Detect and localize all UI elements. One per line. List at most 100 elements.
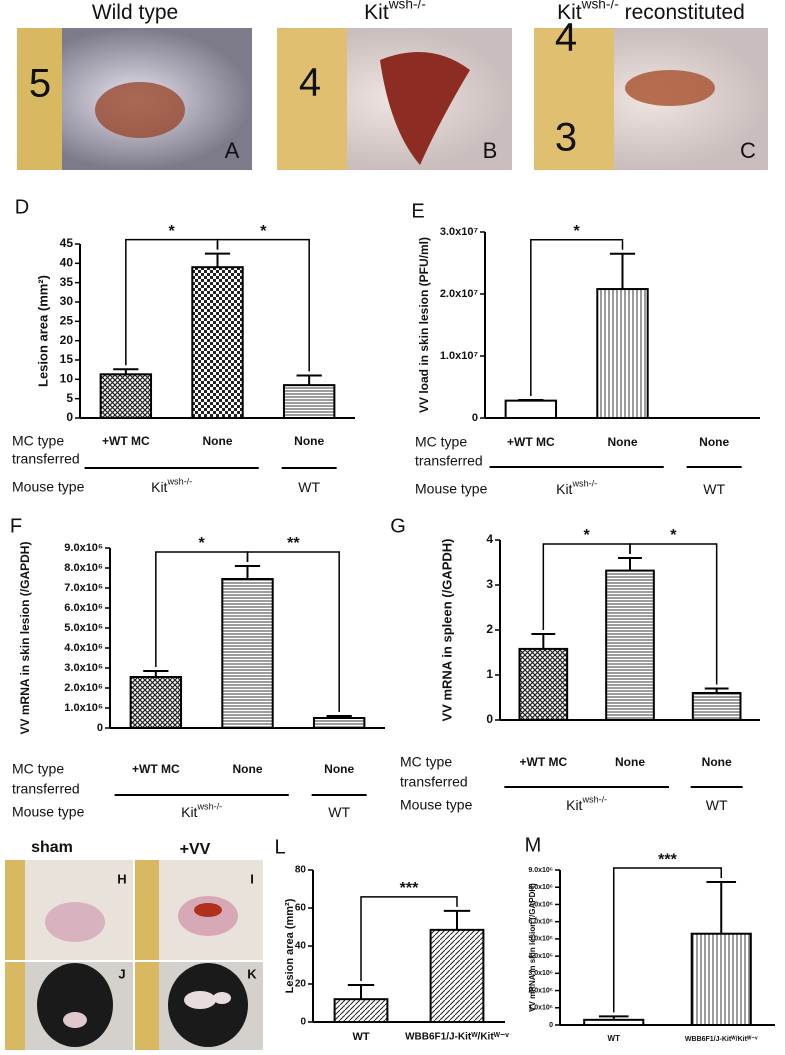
bar [504, 399, 558, 420]
group-label-base: WT [706, 797, 728, 813]
y-tick-label: 3.0x10⁶ [64, 662, 103, 674]
group-label: Kitwsh-/- [181, 802, 222, 820]
y-tick-label: 7.0x10⁶ [64, 582, 103, 594]
bar [129, 676, 183, 729]
y-tick-label: 60 [295, 903, 307, 914]
group-label: WT [703, 481, 725, 497]
group-label-base: Kit [556, 481, 572, 497]
significance-label: * [169, 223, 176, 240]
y-tick-label: 40 [295, 941, 307, 952]
y-tick-label: 3.0x10⁶ [528, 970, 553, 977]
y-tick-label: 0 [97, 722, 103, 734]
significance-bracket [246, 551, 340, 712]
y-tick-label: 0 [300, 1017, 306, 1028]
photo-title: Wild type [92, 1, 178, 24]
x-tick-label: None [615, 755, 645, 769]
row-label: MC type [12, 433, 64, 449]
y-tick-label: 6.0x10⁶ [64, 602, 103, 614]
photo-title: Kitwsh-/- reconstituted [557, 0, 745, 24]
y-tick-label: 1.0x10⁶ [528, 1005, 553, 1012]
y-tick-label: 0 [549, 1022, 553, 1029]
photo-k [135, 962, 263, 1050]
x-tick-label: None [233, 762, 263, 776]
panel-letter: H [117, 871, 126, 886]
photo-a [17, 28, 252, 170]
group-label-base: WT [328, 804, 350, 820]
group-label-base: Kit [151, 479, 167, 495]
group-label-base: WT [703, 481, 725, 497]
group-label: WT [706, 797, 728, 813]
x-tick-label: +WT MC [132, 762, 180, 776]
bar [99, 373, 153, 420]
photo-title-base: Kit [364, 1, 389, 24]
y-tick-label: 9.0x10⁶ [528, 867, 553, 874]
y-tick-label: 0 [66, 410, 73, 424]
x-tick-label: None [294, 434, 324, 448]
y-tick-label: 0 [486, 712, 493, 726]
bar [605, 569, 655, 721]
row-label: Mouse type [415, 481, 488, 497]
y-tick-label: 40 [60, 256, 74, 270]
x-tick-label: +WT MC [519, 755, 567, 769]
y-tick-label: 2.0x10⁶ [64, 682, 103, 694]
row-label: transferred [12, 451, 80, 467]
group-label: WT [298, 479, 320, 495]
bar [583, 1018, 645, 1026]
ruler-number: 4 [299, 61, 321, 105]
panel-letter: A [225, 138, 240, 163]
panel-letter: L [274, 836, 285, 858]
y-axis-label: VV mRNA in skin lesion (/GAPDH) [528, 883, 537, 1012]
significance-label: * [574, 223, 581, 240]
y-tick-label: 7.0x10⁶ [528, 901, 553, 908]
x-tick-label: WT [352, 1031, 369, 1043]
bar [221, 578, 274, 729]
x-tick-label: WT [608, 1034, 621, 1043]
y-tick-label: 5.0x10⁶ [64, 622, 103, 634]
bar [690, 932, 752, 1027]
significance-label: *** [400, 880, 419, 897]
y-tick-label: 10 [60, 372, 74, 386]
y-axis-label: VV mRNA in skin lesion (/GAPDH) [18, 542, 32, 735]
y-tick-label: 45 [60, 236, 74, 250]
significance-bracket [360, 896, 458, 981]
y-tick-label: 6.0x10⁶ [528, 919, 553, 926]
panel-letter: K [247, 966, 257, 981]
y-axis-label: Lesion area (mm²) [35, 275, 50, 387]
panel-letter: M [525, 834, 542, 856]
y-tick-label: 80 [295, 865, 307, 876]
x-tick-label: WBB6F1/J-Kitᵂ/Kitᵂ⁻ᵛ [685, 1036, 758, 1043]
significance-label: * [260, 223, 267, 240]
panel-letter: B [483, 138, 498, 163]
panel-letter: E [411, 200, 424, 222]
bar [429, 928, 485, 1023]
x-tick-label: None [699, 435, 729, 449]
y-tick-label: 1.0x10⁷ [440, 350, 479, 362]
group-label-sup: wsh-/- [581, 795, 607, 805]
x-tick-label: None [203, 434, 233, 448]
group-label-sup: wsh-/- [166, 477, 192, 487]
y-tick-label: 5 [66, 391, 73, 405]
y-tick-label: 9.0x10⁶ [64, 542, 103, 554]
x-tick-label: WBB6F1/J-Kitᵂ/Kitᵂ⁻ᵛ [405, 1032, 509, 1043]
y-tick-label: 15 [60, 352, 74, 366]
panel-letter: C [740, 138, 756, 163]
significance-bracket [216, 238, 310, 372]
photo-b [277, 28, 512, 170]
photo-title-base: Wild type [92, 1, 178, 24]
significance-bracket [530, 238, 624, 397]
photo-title-sup: wsh-/- [388, 0, 426, 11]
group-label-base: Kit [566, 797, 582, 813]
y-tick-label: 30 [60, 294, 74, 308]
significance-label: * [670, 527, 677, 544]
photo-title: +VV [180, 841, 211, 858]
photo-h [5, 860, 133, 960]
x-tick-label: +WT MC [102, 434, 150, 448]
significance-label: * [584, 527, 591, 544]
panel-letter: G [390, 515, 406, 537]
y-tick-label: 35 [60, 275, 74, 289]
y-tick-label: 20 [295, 979, 307, 990]
row-label: Mouse type [12, 804, 85, 820]
panel-letter: D [15, 196, 29, 218]
y-tick-label: 4 [486, 532, 493, 546]
